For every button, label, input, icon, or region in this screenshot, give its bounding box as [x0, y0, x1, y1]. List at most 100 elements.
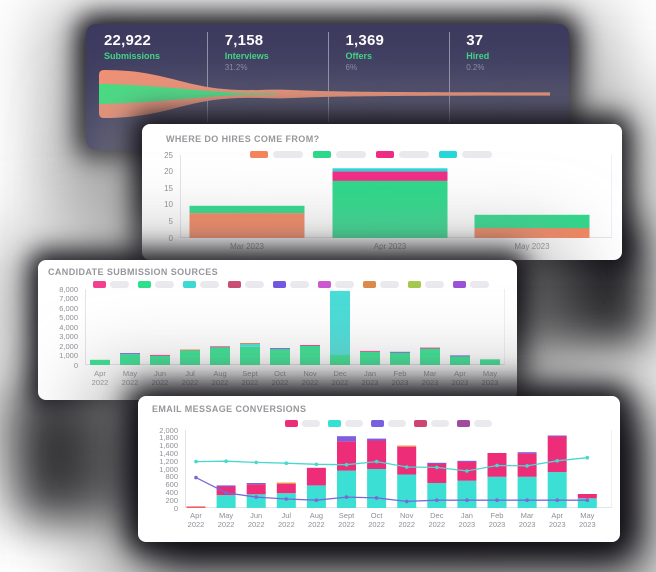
legend-item [376, 151, 429, 158]
bar-segment-green [300, 345, 320, 365]
bar-segment-teal [367, 469, 387, 508]
legend-swatch [376, 151, 394, 158]
legend-swatch [439, 151, 457, 158]
bar-segment-purple [216, 485, 236, 487]
stat-divider [328, 32, 329, 122]
y-axis-tick-label: 15 [164, 183, 173, 193]
legend-item [328, 420, 363, 427]
y-axis-tick-label: 600 [165, 480, 178, 490]
bar-segment-orange [276, 482, 296, 484]
legend-item [408, 281, 444, 288]
legend-label-placeholder [431, 420, 449, 427]
plot-area [189, 168, 590, 238]
legend-swatch [363, 281, 376, 288]
line-point-teal-line [435, 465, 439, 470]
bar-segment-teal [547, 472, 567, 508]
chart-legend [250, 151, 492, 158]
line-point-purple-line [495, 498, 499, 502]
bar-segment-teal [457, 480, 477, 508]
line-point-purple-line [194, 475, 198, 480]
x-axis-label: Apr 2023 [451, 369, 469, 387]
line-point-teal-line [254, 460, 258, 465]
line-point-teal-line [284, 461, 289, 465]
line-point-purple-line [525, 498, 529, 502]
line-point-purple-line [284, 497, 289, 501]
legend-label-placeholder [474, 420, 492, 427]
x-axis-label: Oct 2022 [368, 511, 385, 529]
legend-item [453, 281, 489, 288]
bar-segment-purple [367, 438, 387, 441]
bar-segment-pink [577, 494, 597, 499]
bar-segment-orange [180, 349, 200, 351]
legend-label-placeholder [200, 281, 219, 288]
chart-title: WHERE DO HIRES COME FROM? [166, 134, 320, 144]
bar-segment-orange [474, 228, 590, 238]
bar-segment-teal [216, 495, 236, 508]
stat-interviews: 7,158 Interviews 31.2% [207, 32, 328, 73]
legend-swatch [273, 281, 286, 288]
line-point-purple-line [555, 498, 559, 502]
y-axis-tick-label: 0 [73, 360, 78, 370]
line-series-teal-line [195, 457, 588, 472]
legend-label-placeholder [336, 151, 366, 158]
bar-segment-purple [547, 435, 567, 437]
y-axis-tick-label: 8,000 [59, 284, 78, 294]
y-axis-tick-label: 200 [165, 495, 178, 505]
x-axis-label: Aug 2022 [211, 369, 229, 387]
line-point-purple-line [374, 496, 379, 500]
line-point-purple-line [435, 498, 439, 502]
stat-hired: 37 Hired 0.2% [448, 32, 569, 73]
bar-segment-teal [577, 498, 597, 509]
plot-area [186, 435, 597, 509]
y-axis-tick-label: 1,400 [159, 448, 178, 458]
bar-segment-green [240, 347, 260, 366]
funnel-stats-row: 22,922 Submissions 7,158 Interviews 31.2… [86, 32, 569, 73]
bar-segment-green [120, 354, 140, 365]
legend-item [183, 281, 219, 288]
x-axis-label: Jun 2022 [247, 511, 265, 529]
legend-item [457, 420, 492, 427]
legend-label-placeholder [425, 281, 444, 288]
funnel-inner-shape [99, 84, 276, 104]
x-axis-label: Mar 2023 [421, 369, 439, 387]
bar-segment-pink [360, 350, 380, 352]
x-axis-label: Dec 2022 [331, 369, 349, 387]
plot-area [90, 290, 500, 366]
y-axis-tick-label: 400 [165, 487, 178, 497]
bar-segment-green [420, 348, 440, 365]
line-point-teal-line [194, 459, 198, 464]
bar-segment-pink [216, 486, 236, 496]
x-axis-label: May 2022 [217, 511, 235, 529]
x-axis-label: Nov 2022 [301, 369, 319, 387]
x-axis-label: Mar 2023 [518, 511, 536, 529]
x-axis-label: Jan 2023 [458, 511, 476, 529]
stat-divider [449, 32, 450, 122]
y-axis-tick-label: 2,000 [159, 425, 178, 435]
legend-swatch [250, 151, 268, 158]
x-axis-label: Jan 2023 [361, 369, 379, 387]
y-axis-tick-label: 4,000 [59, 322, 78, 332]
x-axis-label: Apr 2022 [187, 511, 205, 529]
legend-item [250, 151, 303, 158]
x-axis-label: May 2023 [578, 511, 596, 529]
y-axis-tick-label: 1,000 [59, 351, 78, 360]
line-point-teal-line [495, 463, 499, 468]
legend-item [138, 281, 174, 288]
line-point-purple-line [224, 491, 228, 495]
y-axis-tick-label: 1,800 [159, 433, 178, 443]
bar-segment-green [270, 348, 290, 365]
stat-value: 7,158 [224, 32, 264, 49]
bar-segment-purple [246, 483, 266, 485]
x-axis-label: Apr 2023 [548, 511, 566, 529]
bar-segment-pink [547, 436, 567, 473]
legend-label-placeholder [335, 281, 354, 288]
bar-segment-purple [120, 353, 140, 355]
bar-segment-pink [367, 440, 387, 469]
legend-swatch [453, 281, 466, 288]
legend-item [228, 281, 264, 288]
legend-swatch [138, 281, 151, 288]
legend-swatch [285, 420, 298, 427]
y-axis-tick-label: 0 [173, 503, 178, 513]
line-point-purple-line [254, 495, 258, 499]
